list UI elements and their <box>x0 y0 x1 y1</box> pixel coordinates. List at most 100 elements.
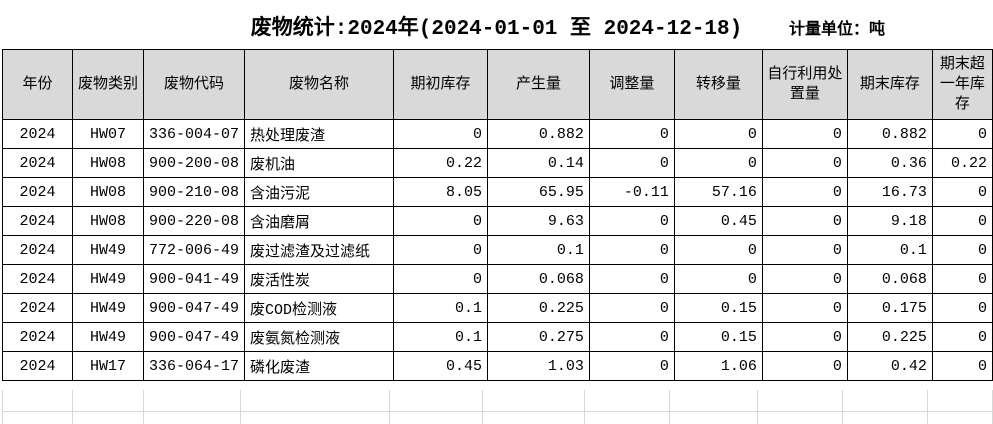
table-cell[interactable]: 0 <box>393 207 487 236</box>
table-cell[interactable]: 2024 <box>3 178 73 207</box>
empty-grid-cell[interactable] <box>72 390 143 412</box>
table-cell[interactable]: 900-210-08 <box>143 178 244 207</box>
table-cell[interactable]: 9.18 <box>847 207 932 236</box>
table-cell[interactable]: 0.275 <box>487 323 589 352</box>
table-cell[interactable]: 2024 <box>3 236 73 265</box>
table-cell[interactable]: 废过滤渣及过滤纸 <box>244 236 393 265</box>
table-cell[interactable]: HW49 <box>72 294 143 323</box>
table-cell[interactable]: 57.16 <box>674 178 762 207</box>
empty-grid-cell[interactable] <box>389 412 483 424</box>
table-cell[interactable]: 废COD检测液 <box>244 294 393 323</box>
empty-grid-cell[interactable] <box>843 412 928 424</box>
table-cell[interactable]: 0 <box>589 294 674 323</box>
table-cell[interactable]: 0.1 <box>847 236 932 265</box>
table-cell[interactable]: 0 <box>932 207 992 236</box>
column-header[interactable]: 年份 <box>3 50 73 120</box>
table-cell[interactable]: 0.882 <box>847 120 932 149</box>
table-cell[interactable]: 0.225 <box>847 323 932 352</box>
table-cell[interactable]: 热处理废渣 <box>244 120 393 149</box>
empty-grid-cell[interactable] <box>483 390 585 412</box>
empty-grid-cell[interactable] <box>389 390 483 412</box>
table-cell[interactable]: 0 <box>393 265 487 294</box>
table-cell[interactable]: 0 <box>674 265 762 294</box>
empty-grid-cell[interactable] <box>927 390 992 412</box>
table-cell[interactable]: HW07 <box>72 120 143 149</box>
table-cell[interactable]: HW08 <box>72 149 143 178</box>
table-cell[interactable]: 废活性炭 <box>244 265 393 294</box>
column-header[interactable]: 自行利用处置量 <box>762 50 847 120</box>
column-header[interactable]: 废物代码 <box>143 50 244 120</box>
table-cell[interactable]: 磷化废渣 <box>244 352 393 381</box>
table-cell[interactable]: HW49 <box>72 265 143 294</box>
table-cell[interactable]: 9.63 <box>487 207 589 236</box>
table-cell[interactable]: 含油磨屑 <box>244 207 393 236</box>
empty-grid-cell[interactable] <box>670 390 758 412</box>
empty-grid-cell[interactable] <box>3 390 73 412</box>
table-cell[interactable]: 0.22 <box>393 149 487 178</box>
table-cell[interactable]: 2024 <box>3 352 73 381</box>
table-cell[interactable]: 336-064-17 <box>143 352 244 381</box>
table-cell[interactable]: 2024 <box>3 265 73 294</box>
table-cell[interactable]: HW08 <box>72 178 143 207</box>
table-cell[interactable]: 0.1 <box>393 323 487 352</box>
table-cell[interactable]: 2024 <box>3 207 73 236</box>
table-cell[interactable]: 0.14 <box>487 149 589 178</box>
table-cell[interactable]: 1.03 <box>487 352 589 381</box>
table-cell[interactable]: 900-047-49 <box>143 323 244 352</box>
column-header[interactable]: 调整量 <box>589 50 674 120</box>
table-cell[interactable]: 2024 <box>3 323 73 352</box>
table-cell[interactable]: 8.05 <box>393 178 487 207</box>
table-cell[interactable]: 0 <box>762 149 847 178</box>
table-cell[interactable]: 0 <box>932 323 992 352</box>
table-cell[interactable]: HW49 <box>72 323 143 352</box>
table-cell[interactable]: 772-006-49 <box>143 236 244 265</box>
table-cell[interactable]: 0 <box>932 352 992 381</box>
table-cell[interactable]: 0 <box>762 120 847 149</box>
table-cell[interactable]: 0.175 <box>847 294 932 323</box>
table-cell[interactable]: 336-004-07 <box>143 120 244 149</box>
empty-grid-cell[interactable] <box>585 390 670 412</box>
column-header[interactable]: 期初库存 <box>393 50 487 120</box>
table-cell[interactable]: 0 <box>932 120 992 149</box>
table-cell[interactable]: 2024 <box>3 149 73 178</box>
empty-grid-cell[interactable] <box>843 390 928 412</box>
column-header[interactable]: 期末超一年库存 <box>932 50 992 120</box>
empty-grid-cell[interactable] <box>585 412 670 424</box>
empty-grid-cell[interactable] <box>240 390 389 412</box>
empty-grid-cell[interactable] <box>240 412 389 424</box>
empty-grid-cell[interactable] <box>72 412 143 424</box>
table-cell[interactable]: 0.45 <box>393 352 487 381</box>
table-cell[interactable]: 16.73 <box>847 178 932 207</box>
table-cell[interactable]: 0.1 <box>393 294 487 323</box>
table-cell[interactable]: 1.06 <box>674 352 762 381</box>
table-cell[interactable]: 0.068 <box>487 265 589 294</box>
table-cell[interactable]: 2024 <box>3 294 73 323</box>
table-cell[interactable]: 0 <box>589 265 674 294</box>
table-cell[interactable]: 0 <box>932 236 992 265</box>
table-cell[interactable]: -0.11 <box>589 178 674 207</box>
table-cell[interactable]: 0.882 <box>487 120 589 149</box>
column-header[interactable]: 废物名称 <box>244 50 393 120</box>
table-cell[interactable]: 0 <box>762 294 847 323</box>
table-cell[interactable]: 0 <box>762 323 847 352</box>
table-cell[interactable]: 废机油 <box>244 149 393 178</box>
table-cell[interactable]: 0 <box>393 236 487 265</box>
table-cell[interactable]: 900-220-08 <box>143 207 244 236</box>
table-cell[interactable]: 废氨氮检测液 <box>244 323 393 352</box>
table-cell[interactable]: 0 <box>589 323 674 352</box>
table-cell[interactable]: 0 <box>932 294 992 323</box>
table-cell[interactable]: 900-047-49 <box>143 294 244 323</box>
table-cell[interactable]: 0 <box>762 352 847 381</box>
table-cell[interactable]: 0.1 <box>487 236 589 265</box>
table-cell[interactable]: 0 <box>589 236 674 265</box>
column-header[interactable]: 产生量 <box>487 50 589 120</box>
column-header[interactable]: 期末库存 <box>847 50 932 120</box>
empty-grid-cell[interactable] <box>143 412 240 424</box>
table-cell[interactable]: 0 <box>589 120 674 149</box>
column-header[interactable]: 废物类别 <box>72 50 143 120</box>
empty-grid-cell[interactable] <box>483 412 585 424</box>
table-cell[interactable]: 0 <box>932 265 992 294</box>
empty-grid-cell[interactable] <box>143 390 240 412</box>
table-cell[interactable]: HW08 <box>72 207 143 236</box>
table-cell[interactable]: 0 <box>762 207 847 236</box>
